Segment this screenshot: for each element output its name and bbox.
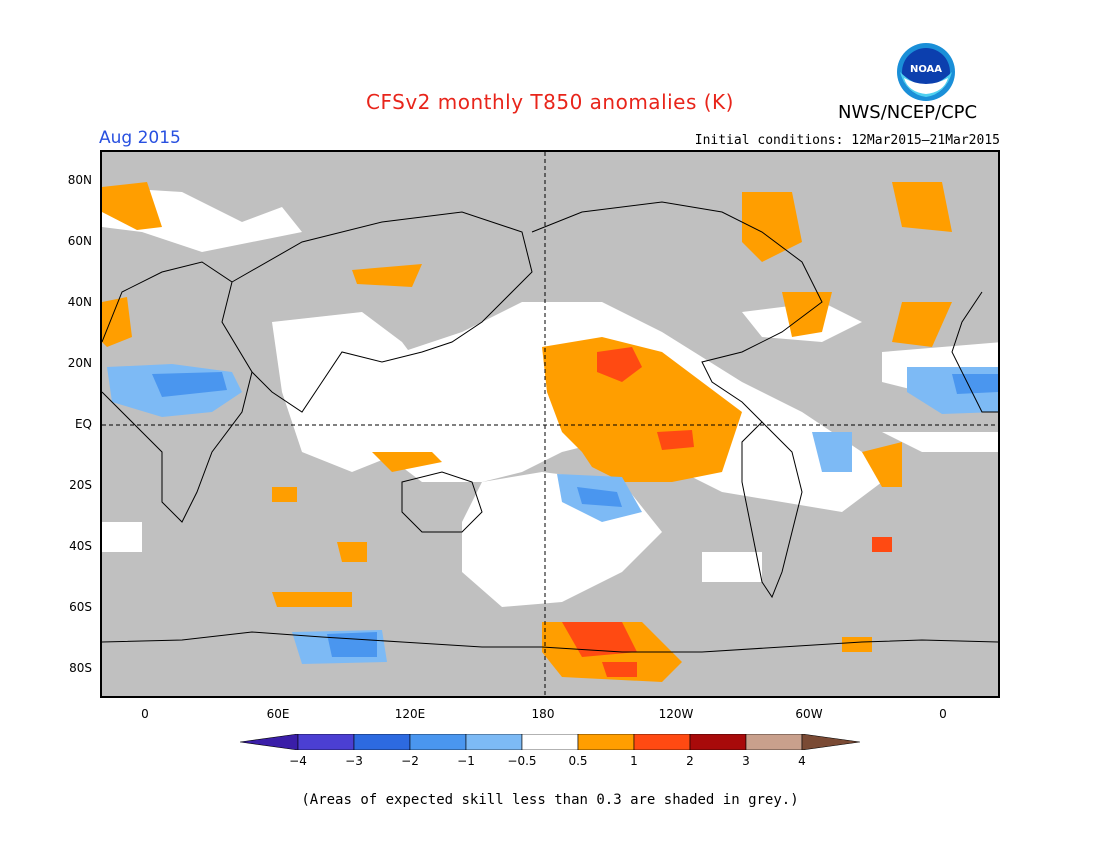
map-canvas <box>102 152 998 696</box>
lat-label: 80S <box>69 661 92 675</box>
lat-label: EQ <box>74 417 92 431</box>
colorbar-bin <box>353 734 411 750</box>
colorbar-bin <box>689 734 747 750</box>
lat-label: 20N <box>67 356 92 370</box>
strong-warm-anomaly-regions <box>562 347 892 677</box>
coastlines <box>102 201 998 653</box>
lat-label: 20S <box>69 478 92 492</box>
lon-label: 0 <box>939 707 947 721</box>
colorbar-bin <box>633 734 691 750</box>
initial-conditions: Initial conditions: 12Mar2015–21Mar2015 <box>694 133 1000 148</box>
colorbar-bin <box>409 734 467 750</box>
colorbar-label: −1 <box>457 754 475 768</box>
lon-label: 0 <box>141 707 149 721</box>
lon-label: 180 <box>531 707 555 721</box>
colorbar <box>240 734 860 750</box>
colorbar-label: −3 <box>345 754 363 768</box>
noaa-logo: NOAA <box>897 43 955 101</box>
colorbar-bin <box>745 734 803 750</box>
colorbar-min-arrow <box>240 734 299 750</box>
colorbar-bin <box>297 734 355 750</box>
colorbar-label: 2 <box>686 754 694 768</box>
colorbar-bin <box>577 734 635 750</box>
lat-label: 80N <box>67 173 92 187</box>
colorbar-label: 0.5 <box>568 754 588 768</box>
lat-label: 60S <box>69 600 92 614</box>
svg-text:NOAA: NOAA <box>910 64 942 75</box>
colorbar-bin <box>465 734 523 750</box>
lon-label: 120W <box>658 707 694 721</box>
colorbar-label: −0.5 <box>507 754 537 768</box>
lon-label: 60E <box>266 707 290 721</box>
lon-label: 120E <box>394 707 426 721</box>
forecast-period: Aug 2015 <box>99 128 181 148</box>
colorbar-label: 4 <box>798 754 806 768</box>
lat-label: 40N <box>67 295 92 309</box>
agency-label: NWS/NCEP/CPC <box>838 102 978 123</box>
colorbar-max-arrow <box>801 734 860 750</box>
map-title: CFSv2 monthly T850 anomalies (K) <box>366 90 734 114</box>
lat-label: 60N <box>67 234 92 248</box>
skill-footnote: (Areas of expected skill less than 0.3 a… <box>301 792 799 808</box>
colorbar-label: 1 <box>630 754 638 768</box>
colorbar-label: −4 <box>289 754 307 768</box>
anomaly-map <box>100 150 1000 698</box>
lat-label: 40S <box>69 539 92 553</box>
colorbar-bin <box>521 734 579 750</box>
colorbar-label: 3 <box>742 754 750 768</box>
colorbar-label: −2 <box>401 754 419 768</box>
lon-label: 60W <box>795 707 823 721</box>
